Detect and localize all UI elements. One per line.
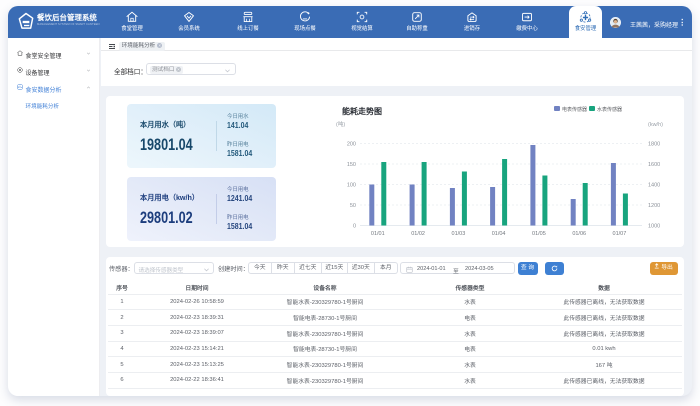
- svg-text:1800: 1800: [648, 142, 660, 148]
- svg-text:1000: 1000: [648, 224, 660, 230]
- svg-text:200: 200: [347, 142, 356, 148]
- svg-text:01/04: 01/04: [492, 231, 506, 237]
- svg-text:50: 50: [350, 203, 356, 209]
- svg-text:1200: 1200: [648, 203, 660, 209]
- svg-text:0: 0: [353, 224, 356, 230]
- svg-text:01/02: 01/02: [411, 231, 425, 237]
- svg-text:01/07: 01/07: [613, 231, 627, 237]
- svg-text:1600: 1600: [648, 162, 660, 168]
- svg-text:01/06: 01/06: [572, 231, 586, 237]
- svg-text:150: 150: [347, 162, 356, 168]
- svg-text:01/05: 01/05: [532, 231, 546, 237]
- svg-text:01/03: 01/03: [452, 231, 466, 237]
- svg-text:100: 100: [347, 183, 356, 189]
- svg-text:(kw/h): (kw/h): [648, 122, 663, 128]
- svg-text:1400: 1400: [648, 183, 660, 189]
- svg-text:(吨): (吨): [336, 120, 345, 128]
- svg-text:01/01: 01/01: [371, 231, 385, 237]
